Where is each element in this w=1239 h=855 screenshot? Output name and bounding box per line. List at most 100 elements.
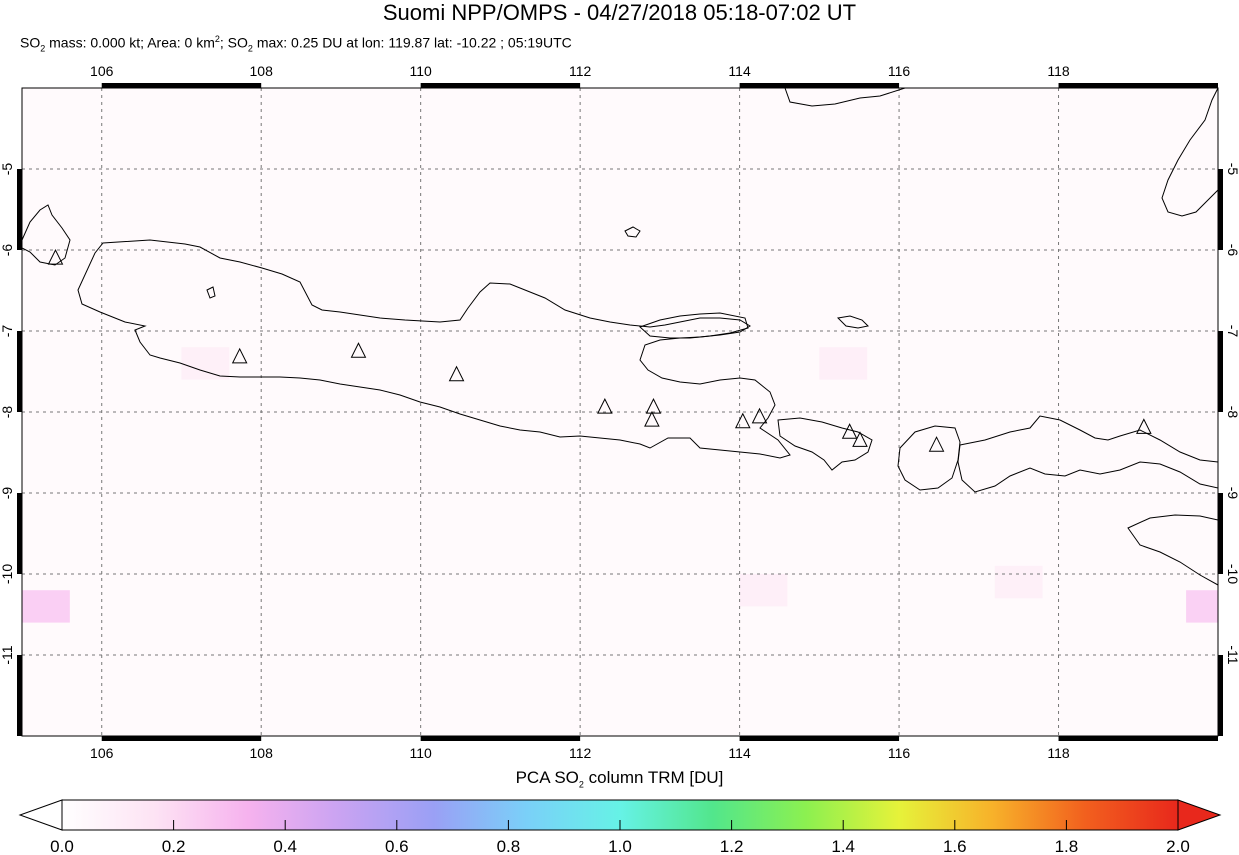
sumbawa-coastline: [957, 415, 1218, 493]
lon-tick-label-bottom: 112: [569, 745, 592, 760]
so2-map: 106 106 108 108 110 110 112 112 114 114 116 116 118 1…: [0, 63, 1239, 760]
madura-coastline: [639, 312, 749, 339]
lon-tick-label-top: 116: [888, 63, 911, 79]
volcano-icon: [852, 431, 868, 447]
frame-bar-top: [1058, 83, 1218, 88]
borneo-south-coast: [784, 88, 906, 107]
stats-mass-label: SO: [20, 34, 41, 51]
frame-bar-top: [420, 83, 581, 88]
so2-cell: [819, 347, 868, 380]
stats-sub-1: 2: [40, 43, 46, 54]
lon-tick-label-bottom: 106: [90, 745, 114, 760]
lon-tick-label-bottom: 114: [728, 745, 751, 760]
volcano-icon: [231, 347, 248, 364]
stats-max-label: ; SO: [219, 34, 248, 51]
frame-bar-bottom: [739, 736, 900, 741]
stats-sup: 2: [214, 34, 220, 44]
colorbar-tick-label: 1.8: [1055, 837, 1079, 855]
so2-cell: [22, 590, 70, 623]
lon-tick-label-top: 106: [90, 63, 114, 79]
bali-coastline: [777, 417, 873, 471]
stats-max-text: max: 0.25 DU at lon: 119.87 lat: -10.22 …: [252, 34, 572, 51]
frame-bar-right: [1218, 655, 1223, 736]
frame-bar-top: [101, 83, 262, 88]
frame-bar-bottom: [101, 736, 262, 741]
bawean-island: [624, 226, 641, 238]
lat-tick-label-left: -7: [0, 325, 15, 338]
java-coastline: [77, 239, 791, 459]
lon-tick-label-top: 110: [410, 63, 433, 79]
volcano-icon: [928, 436, 945, 452]
colorbar-tick-label: 0.2: [162, 837, 186, 855]
lon-tick-label-bottom: 118: [1047, 745, 1070, 760]
lon-tick-label-top: 112: [569, 63, 592, 79]
colorbar-gradient: [61, 799, 1179, 831]
lat-tick-label-right: -6: [1225, 244, 1239, 257]
karimunjawa-island: [206, 286, 216, 299]
colorbar-tick-label: 1.2: [720, 837, 744, 855]
frame-bar-left: [17, 493, 22, 574]
volcano-icon: [841, 423, 858, 439]
colorbar-tick-label: 1.6: [943, 837, 967, 855]
volcano-icon: [1136, 418, 1152, 434]
axis-tick-labels: 106 106 108 108 110 110 112 112 114 114 116 116 118 1…: [0, 63, 1239, 760]
volcano-icon: [751, 407, 768, 424]
volcano-icon: [597, 398, 613, 414]
lat-tick-label-left: -8: [0, 406, 15, 419]
colorbar-title-sub: 2: [578, 779, 584, 790]
colorbar-ticks: 0.0 0.2 0.4 0.6 0.8 1.0 1.2 1.4 1.6 1.8 2.0: [50, 820, 1190, 855]
lat-tick-label-right: -9: [1225, 487, 1239, 500]
volcano-icon: [644, 410, 660, 427]
lon-tick-label-top: 114: [728, 63, 751, 79]
so2-cell: [181, 347, 230, 380]
lon-tick-label-bottom: 110: [410, 745, 433, 760]
stats-mass-text: mass: 0.000 kt; Area: 0 km: [45, 34, 215, 51]
borneo-coastline: [1161, 88, 1218, 217]
lon-tick-label-bottom: 108: [250, 745, 274, 760]
lat-tick-label-left: -5: [0, 163, 15, 176]
frame-bar-right: [1218, 331, 1223, 412]
volcano-icon: [734, 412, 751, 429]
lon-tick-label-bottom: 116: [888, 745, 911, 760]
sumatra-coastline: [22, 204, 71, 266]
frame-bar-bottom: [420, 736, 581, 741]
coastlines: [22, 88, 1218, 586]
lat-tick-label-left: -9: [0, 487, 15, 500]
volcano-markers: [47, 248, 1152, 452]
so2-cell: [1186, 590, 1218, 623]
frame-bar-right: [1218, 169, 1223, 250]
lat-tick-label-right: -8: [1225, 406, 1239, 419]
colorbar-tick-label: 0.8: [497, 837, 521, 855]
lat-tick-label-right: -5: [1225, 163, 1239, 176]
frame-bar-right: [1218, 493, 1223, 574]
lon-tick-label-top: 108: [250, 63, 274, 79]
colorbar-title: PCA SO2 column TRM [DU]: [0, 768, 1239, 789]
stats-sub-2: 2: [247, 43, 253, 54]
sumba-coastline: [1127, 514, 1218, 586]
colorbar-under-arrow: [18, 799, 63, 831]
colorbar-tick-label: 0.0: [50, 837, 74, 855]
so2-retrieval-layer: [22, 347, 1218, 623]
lat-tick-label-left: -6: [0, 244, 15, 257]
colorbar-tick-label: 0.4: [273, 837, 297, 855]
map-frame-bars: [17, 83, 1223, 741]
frame-bar-bottom: [1058, 736, 1218, 741]
colorbar-tick-label: 0.6: [385, 837, 409, 855]
lat-tick-label-left: -11: [0, 645, 15, 664]
volcano-icon: [350, 342, 367, 358]
lombok-coastline: [897, 425, 961, 491]
so2-cell: [994, 565, 1043, 599]
colorbar-tick-label: 1.4: [831, 837, 855, 855]
so2-stats-line: SO2 mass: 0.000 kt; Area: 0 km2; SO2 max…: [20, 34, 572, 53]
colorbar-tick-label: 1.0: [608, 837, 632, 855]
colorbar-over-arrow: [1177, 799, 1222, 831]
colorbar-title-prefix: PCA SO: [515, 768, 579, 787]
map-title: Suomi NPP/OMPS - 04/27/2018 05:18-07:02 …: [382, 0, 857, 25]
volcano-icon: [645, 398, 662, 414]
kangean-islands: [836, 315, 870, 329]
graticule: [22, 88, 1218, 736]
frame-bar-left: [17, 655, 22, 736]
volcano-icon: [47, 248, 64, 265]
lat-tick-label-right: -11: [1225, 645, 1239, 664]
lat-tick-label-right: -10: [1225, 564, 1239, 584]
